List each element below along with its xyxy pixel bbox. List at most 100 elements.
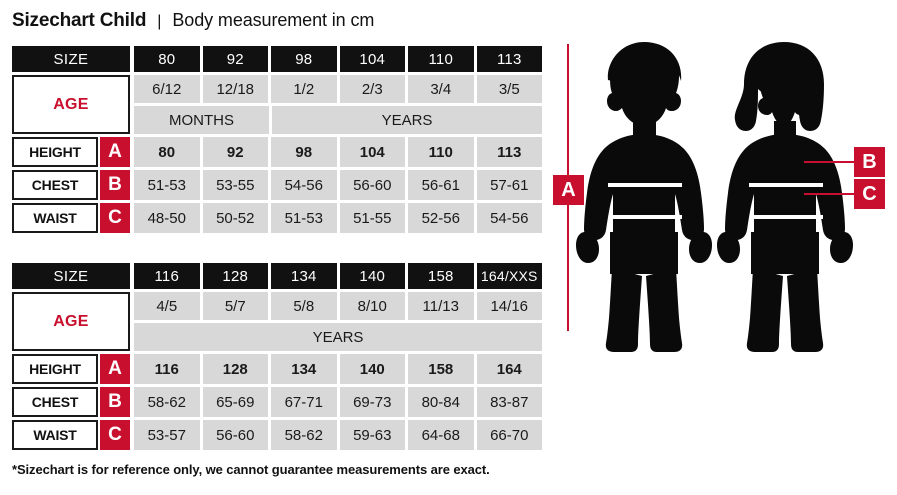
age-cell: 6/12 xyxy=(134,75,200,103)
height-cells: 116 128 134 140 158 164 xyxy=(134,354,542,384)
age-cell: 14/16 xyxy=(476,292,542,320)
table-group-age: AGE 6/12 12/18 1/2 2/3 3/4 3/5 MONTHS YE… xyxy=(12,75,542,134)
age-unit-cell: MONTHS xyxy=(134,106,269,134)
table-row-chest: CHEST B 51-53 53-55 54-56 56-60 56-61 57… xyxy=(12,170,542,200)
badge-b-icon: B xyxy=(100,170,130,200)
age-unit-cell: YEARS xyxy=(134,323,542,351)
badge-c-icon: C xyxy=(100,420,130,450)
label-cell-chest: CHEST B xyxy=(12,170,130,200)
age-cell: 8/10 xyxy=(339,292,405,320)
boy-silhouette-icon xyxy=(576,42,712,352)
waist-cells: 53-57 56-60 58-62 59-63 64-68 66-70 xyxy=(134,420,542,450)
leader-line-a-top xyxy=(567,44,569,175)
waist-cell: 54-56 xyxy=(476,203,542,233)
age-unit-cell: YEARS xyxy=(272,106,542,134)
label-cell-age: AGE xyxy=(12,292,130,351)
table-row-waist: WAIST C 48-50 50-52 51-53 51-55 52-56 54… xyxy=(12,203,542,233)
label-waist: WAIST xyxy=(12,203,98,233)
chest-cell: 56-60 xyxy=(339,170,405,200)
waist-cell: 51-55 xyxy=(339,203,405,233)
size-cell: 140 xyxy=(339,263,405,289)
height-cells: 80 92 98 104 110 113 xyxy=(134,137,542,167)
age-cell: 11/13 xyxy=(408,292,474,320)
age-cell: 2/3 xyxy=(339,75,405,103)
label-cell-age: AGE xyxy=(12,75,130,134)
size-cell: 80 xyxy=(134,46,200,72)
label-size: SIZE xyxy=(12,46,130,72)
label-chest: CHEST xyxy=(12,170,98,200)
chest-cell: 69-73 xyxy=(339,387,405,417)
height-cell: 92 xyxy=(202,137,268,167)
badge-a-icon: A xyxy=(100,354,130,384)
chest-cell: 80-84 xyxy=(408,387,474,417)
size-cell: 116 xyxy=(134,263,200,289)
height-cell: 128 xyxy=(202,354,268,384)
title-separator: | xyxy=(157,13,162,30)
size-cell: 104 xyxy=(339,46,405,72)
child-silhouettes-diagram xyxy=(576,42,853,352)
chest-cell: 56-61 xyxy=(408,170,474,200)
height-cell: 164 xyxy=(476,354,542,384)
size-cell: 128 xyxy=(202,263,268,289)
height-cell: 110 xyxy=(408,137,474,167)
label-height: HEIGHT xyxy=(12,137,98,167)
girl-silhouette-icon xyxy=(717,42,853,352)
height-cell: 116 xyxy=(134,354,200,384)
height-cell: 134 xyxy=(271,354,337,384)
chest-cell: 54-56 xyxy=(271,170,337,200)
table-row-size-header: SIZE 116 128 134 140 158 164/XXS xyxy=(12,263,542,289)
age-cell: 5/8 xyxy=(271,292,337,320)
label-cell-waist: WAIST C xyxy=(12,420,130,450)
label-size: SIZE xyxy=(12,263,130,289)
badge-a-icon: A xyxy=(100,137,130,167)
age-cell: 3/4 xyxy=(408,75,474,103)
age-cell: 5/7 xyxy=(202,292,268,320)
chest-cell: 83-87 xyxy=(476,387,542,417)
height-cell: 104 xyxy=(339,137,405,167)
chest-cell: 58-62 xyxy=(134,387,200,417)
age-cell: 1/2 xyxy=(271,75,337,103)
age-cell: 3/5 xyxy=(476,75,542,103)
waist-cell: 59-63 xyxy=(339,420,405,450)
footnote-disclaimer: *Sizechart is for reference only, we can… xyxy=(12,462,490,477)
label-cell-size: SIZE xyxy=(12,46,130,72)
leader-line-c xyxy=(804,193,854,195)
label-height: HEIGHT xyxy=(12,354,98,384)
height-cell: 158 xyxy=(408,354,474,384)
marker-b-badge: B xyxy=(854,147,885,177)
waist-cell: 66-70 xyxy=(476,420,542,450)
size-cell: 110 xyxy=(408,46,474,72)
chest-cell: 65-69 xyxy=(202,387,268,417)
sizechart-table-small: SIZE 80 92 98 104 110 113 AGE 6/12 12/18… xyxy=(12,46,542,236)
size-header-cells: 80 92 98 104 110 113 xyxy=(134,46,542,72)
table-row-height: HEIGHT A 80 92 98 104 110 113 xyxy=(12,137,542,167)
page-title-main: Sizechart Child xyxy=(12,10,147,31)
label-cell-waist: WAIST C xyxy=(12,203,130,233)
waist-cell: 64-68 xyxy=(408,420,474,450)
label-waist: WAIST xyxy=(12,420,98,450)
label-cell-size: SIZE xyxy=(12,263,130,289)
age-rows: 4/5 5/7 5/8 8/10 11/13 14/16 YEARS xyxy=(134,292,542,351)
chest-cells: 58-62 65-69 67-71 69-73 80-84 83-87 xyxy=(134,387,542,417)
page-title: Sizechart Child | Body measurement in cm xyxy=(12,10,374,32)
leader-line-a-bottom xyxy=(567,205,569,331)
waist-cells: 48-50 50-52 51-53 51-55 52-56 54-56 xyxy=(134,203,542,233)
label-cell-height: HEIGHT A xyxy=(12,137,130,167)
table-row-chest: CHEST B 58-62 65-69 67-71 69-73 80-84 83… xyxy=(12,387,542,417)
table-row-age-values: 6/12 12/18 1/2 2/3 3/4 3/5 xyxy=(134,75,542,103)
label-age: AGE xyxy=(12,75,130,134)
size-cell: 113 xyxy=(476,46,542,72)
table-group-age: AGE 4/5 5/7 5/8 8/10 11/13 14/16 YEARS xyxy=(12,292,542,351)
size-cell: 164/XXS xyxy=(476,263,542,289)
measurement-figure-panel: A B C xyxy=(548,36,897,366)
label-cell-chest: CHEST B xyxy=(12,387,130,417)
chest-cells: 51-53 53-55 54-56 56-60 56-61 57-61 xyxy=(134,170,542,200)
waist-cell: 58-62 xyxy=(271,420,337,450)
label-age: AGE xyxy=(12,292,130,351)
size-cell: 134 xyxy=(271,263,337,289)
waist-cell: 50-52 xyxy=(202,203,268,233)
waist-cell: 52-56 xyxy=(408,203,474,233)
age-rows: 6/12 12/18 1/2 2/3 3/4 3/5 MONTHS YEARS xyxy=(134,75,542,134)
page-title-subtitle: Body measurement in cm xyxy=(172,10,375,30)
chest-cell: 53-55 xyxy=(202,170,268,200)
